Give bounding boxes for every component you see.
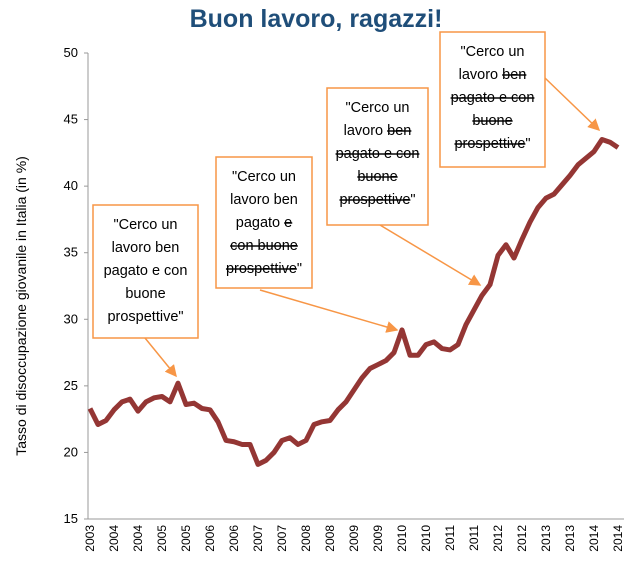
annotation-text: lavoro ben [230, 192, 298, 208]
annotation-text: prospettive" [226, 261, 302, 277]
annotation-text: "Cerco un [461, 44, 525, 60]
x-tick-label: 2004 [131, 525, 145, 552]
annotation-part: ben [387, 123, 411, 139]
annotation-text: pagato e con [451, 90, 535, 106]
x-tick-label: 2010 [419, 525, 433, 552]
annotation-part: buone [472, 113, 512, 129]
annotation-text: pagato e con [336, 146, 420, 162]
annotation-text: prospettive" [454, 136, 530, 152]
annotation-part: con buone [230, 238, 298, 254]
x-tick-label: 2014 [587, 525, 601, 552]
annotation-part: " [297, 261, 302, 277]
x-tick-label: 2008 [323, 525, 337, 552]
x-tick-label: 2012 [515, 525, 529, 552]
y-axis-label: Tasso di disoccupazione giovanile in Ita… [13, 156, 29, 456]
annotation-box [439, 31, 546, 168]
y-tick-label: 25 [64, 378, 78, 393]
annotation-part: pagato [236, 215, 284, 231]
annotation-part: buone [357, 169, 397, 185]
annotation-arrow [144, 337, 177, 378]
annotation-part: lavoro ben [112, 240, 180, 256]
annotation-text: prospettive" [339, 192, 415, 208]
annotation-text: lavoro ben [344, 123, 412, 139]
annotation-arrow [259, 289, 399, 333]
x-tick-label: 2013 [539, 525, 553, 552]
x-tick-label: 2007 [275, 525, 289, 552]
annotation-text: "Cerco un [346, 100, 410, 116]
y-tick-label: 15 [64, 511, 78, 526]
x-tick-label: 2012 [491, 525, 505, 552]
x-tick-label: 2011 [467, 525, 481, 551]
annotation-part: pagato e con [104, 263, 188, 279]
annotation-box [215, 156, 313, 289]
annotation-part: prospettive [226, 261, 297, 277]
x-tick-label: 2003 [83, 525, 97, 552]
chart-title: Buon lavoro, ragazzi! [190, 5, 443, 33]
annotation-text: buone [125, 286, 165, 302]
annotation-part: pagato e con [336, 146, 420, 162]
y-tick-label: 50 [64, 45, 78, 60]
annotation-part: " [410, 192, 415, 208]
x-tick-label: 2004 [107, 525, 121, 552]
annotation-text: lavoro ben [112, 240, 180, 256]
x-tick-label: 2006 [227, 525, 241, 552]
x-tick-label: 2008 [299, 525, 313, 552]
x-tick-label: 2010 [395, 525, 409, 552]
annotation-text: prospettive" [107, 309, 183, 325]
annotation-part: prospettive" [107, 309, 183, 325]
x-tick-label: 2014 [611, 525, 625, 552]
annotation-text: pagato e [236, 215, 292, 231]
annotation-part: lavoro [344, 123, 388, 139]
x-tick-label: 2013 [563, 525, 577, 552]
y-tick-label: 20 [64, 444, 78, 459]
annotation-part: prospettive [454, 136, 525, 152]
annotation-part: lavoro ben [230, 192, 298, 208]
annotation-part: buone [125, 286, 165, 302]
x-tick-label: 2009 [371, 525, 385, 552]
annotation-part: lavoro [459, 67, 503, 83]
y-tick-label: 45 [64, 112, 78, 127]
annotation-text: con buone [230, 238, 298, 254]
x-tick-label: 2007 [251, 525, 265, 552]
y-tick-label: 30 [64, 311, 78, 326]
annotation-part: e [284, 215, 292, 231]
annotation-arrow [379, 224, 482, 286]
annotation-arrow [544, 77, 601, 132]
y-tick-label: 35 [64, 245, 78, 260]
annotation-text: pagato e con [104, 263, 188, 279]
annotation-part: ben [502, 67, 526, 83]
annotation-part: prospettive [339, 192, 410, 208]
annotation-text: "Cerco un [114, 217, 178, 233]
x-tick-label: 2009 [347, 525, 361, 552]
annotation-text: lavoro ben [459, 67, 527, 83]
x-tick-label: 2005 [179, 525, 193, 552]
annotation-box [92, 204, 199, 339]
y-tick-label: 40 [64, 178, 78, 193]
annotation-box [326, 87, 429, 226]
annotation-part: pagato e con [451, 90, 535, 106]
x-tick-label: 2006 [203, 525, 217, 552]
annotation-part: " [525, 136, 530, 152]
annotation-text: buone [472, 113, 512, 129]
annotation-part: "Cerco un [461, 44, 525, 60]
x-tick-label: 2011 [443, 525, 457, 551]
annotation-text: buone [357, 169, 397, 185]
data-line [87, 137, 620, 467]
x-tick-label: 2005 [155, 525, 169, 552]
annotation-part: "Cerco un [232, 169, 296, 185]
annotation-text: "Cerco un [232, 169, 296, 185]
annotation-part: "Cerco un [346, 100, 410, 116]
annotation-part: "Cerco un [114, 217, 178, 233]
